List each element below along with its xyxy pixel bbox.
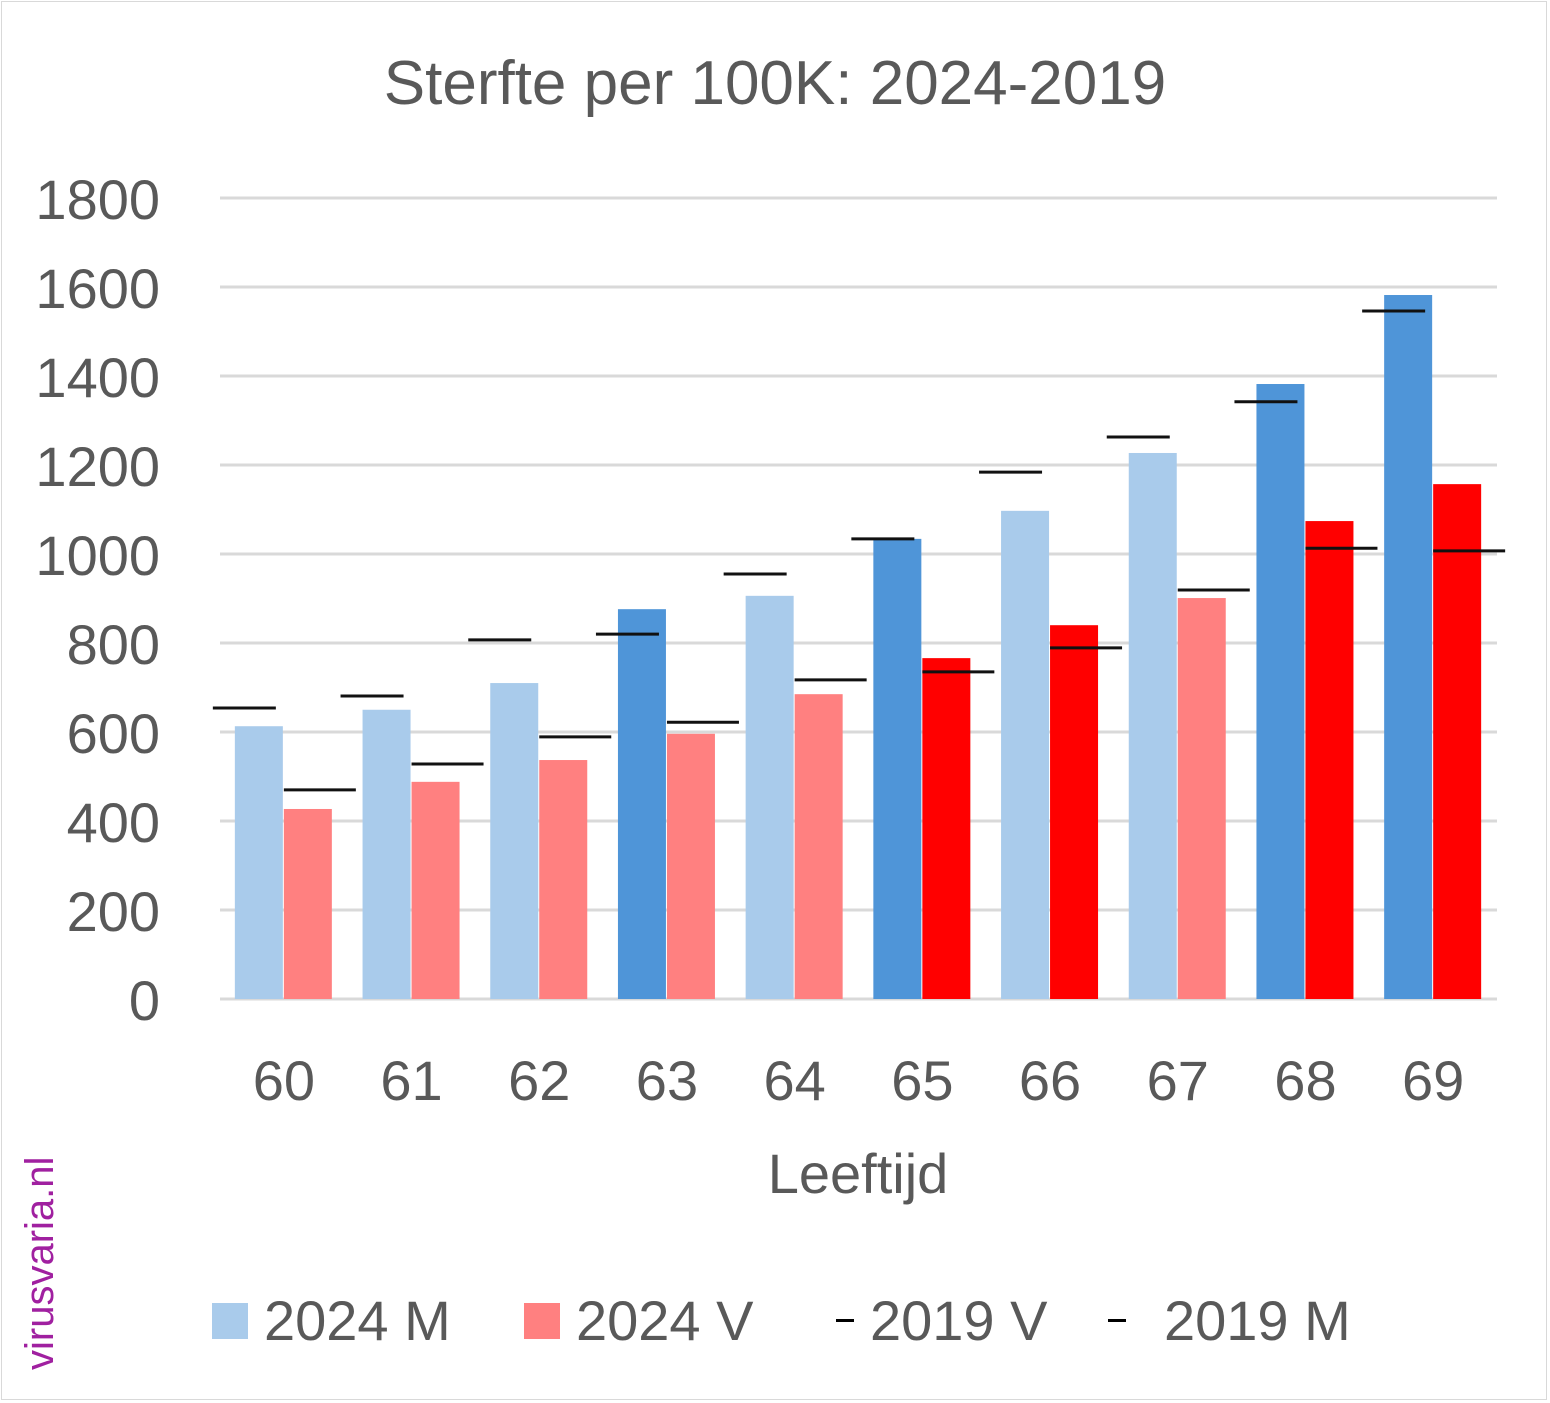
y-tick-label: 1600 [35,257,160,320]
bar-2024-m [362,709,411,999]
bar-2024-m [490,683,539,999]
legend-dash-2019-v [836,1319,854,1322]
watermark: virusvaria.nl [18,1156,62,1370]
bar-2024-v [283,808,332,999]
y-tick-label: 1000 [35,524,160,587]
bar-2024-m [745,595,794,999]
legend-item-2024-v: 2024 V [524,1288,754,1353]
bar-2024-m [234,726,283,999]
bars [234,295,1482,999]
y-tick-label: 1400 [35,346,160,409]
x-axis-ticks: 60 61 62 63 64 65 66 67 68 69 [253,1049,1465,1112]
x-tick-label: 67 [1147,1049,1209,1112]
x-tick-label: 68 [1274,1049,1336,1112]
x-tick-label: 63 [636,1049,698,1112]
legend-label: 2019 M [1164,1289,1351,1352]
bar-2024-m [1256,384,1305,999]
y-tick-label: 1200 [35,435,160,498]
y-tick-label: 800 [67,613,160,676]
bar-2024-m [1384,295,1433,999]
bar-2024-m [1128,452,1177,999]
bar-2024-v [794,694,843,999]
y-axis-ticks: 0 200 400 600 800 1000 1200 1400 1600 1800 [35,168,160,1032]
bar-2024-v [411,781,460,999]
legend-label: 2024 M [264,1289,451,1352]
x-tick-label: 64 [764,1049,826,1112]
x-tick-label: 60 [253,1049,315,1112]
bar-2024-v [1305,521,1354,999]
x-axis-label: Leeftijd [768,1142,949,1205]
x-tick-label: 65 [891,1049,953,1112]
y-tick-label: 600 [67,702,160,765]
bar-2024-v [1177,598,1226,999]
x-tick-label: 66 [1019,1049,1081,1112]
y-tick-label: 400 [67,791,160,854]
bar-2024-v [922,658,971,999]
bar-2024-m [617,609,666,999]
legend-item-2024-m: 2024 M [212,1288,451,1353]
y-tick-label: 200 [67,880,160,943]
bar-2024-v [1433,484,1482,999]
legend-label: 2019 V [870,1289,1048,1352]
legend-swatch-2024-v [524,1302,560,1339]
legend-dash-2019-m [1108,1319,1126,1322]
x-tick-label: 69 [1402,1049,1464,1112]
legend-item-2019-m: 2019 M [1108,1288,1351,1353]
y-tick-label: 1800 [35,168,160,231]
x-tick-label: 62 [508,1049,570,1112]
chart-title: Sterfte per 100K: 2024-2019 [383,49,1167,118]
bar-2024-v [1050,625,1099,999]
legend: 2024 M 2024 V 2019 V 2019 M [0,1288,1550,1358]
legend-item-2019-v: 2019 V [836,1288,1048,1353]
bar-2024-v [539,760,588,999]
bar-2024-v [666,733,715,999]
x-tick-label: 61 [380,1049,442,1112]
markers-2019 [212,309,1506,792]
bar-2024-m [873,538,922,999]
legend-label: 2024 V [576,1289,754,1352]
y-tick-label: 0 [129,969,160,1032]
legend-swatch-2024-m [212,1302,248,1339]
bar-2024-m [1001,510,1050,999]
